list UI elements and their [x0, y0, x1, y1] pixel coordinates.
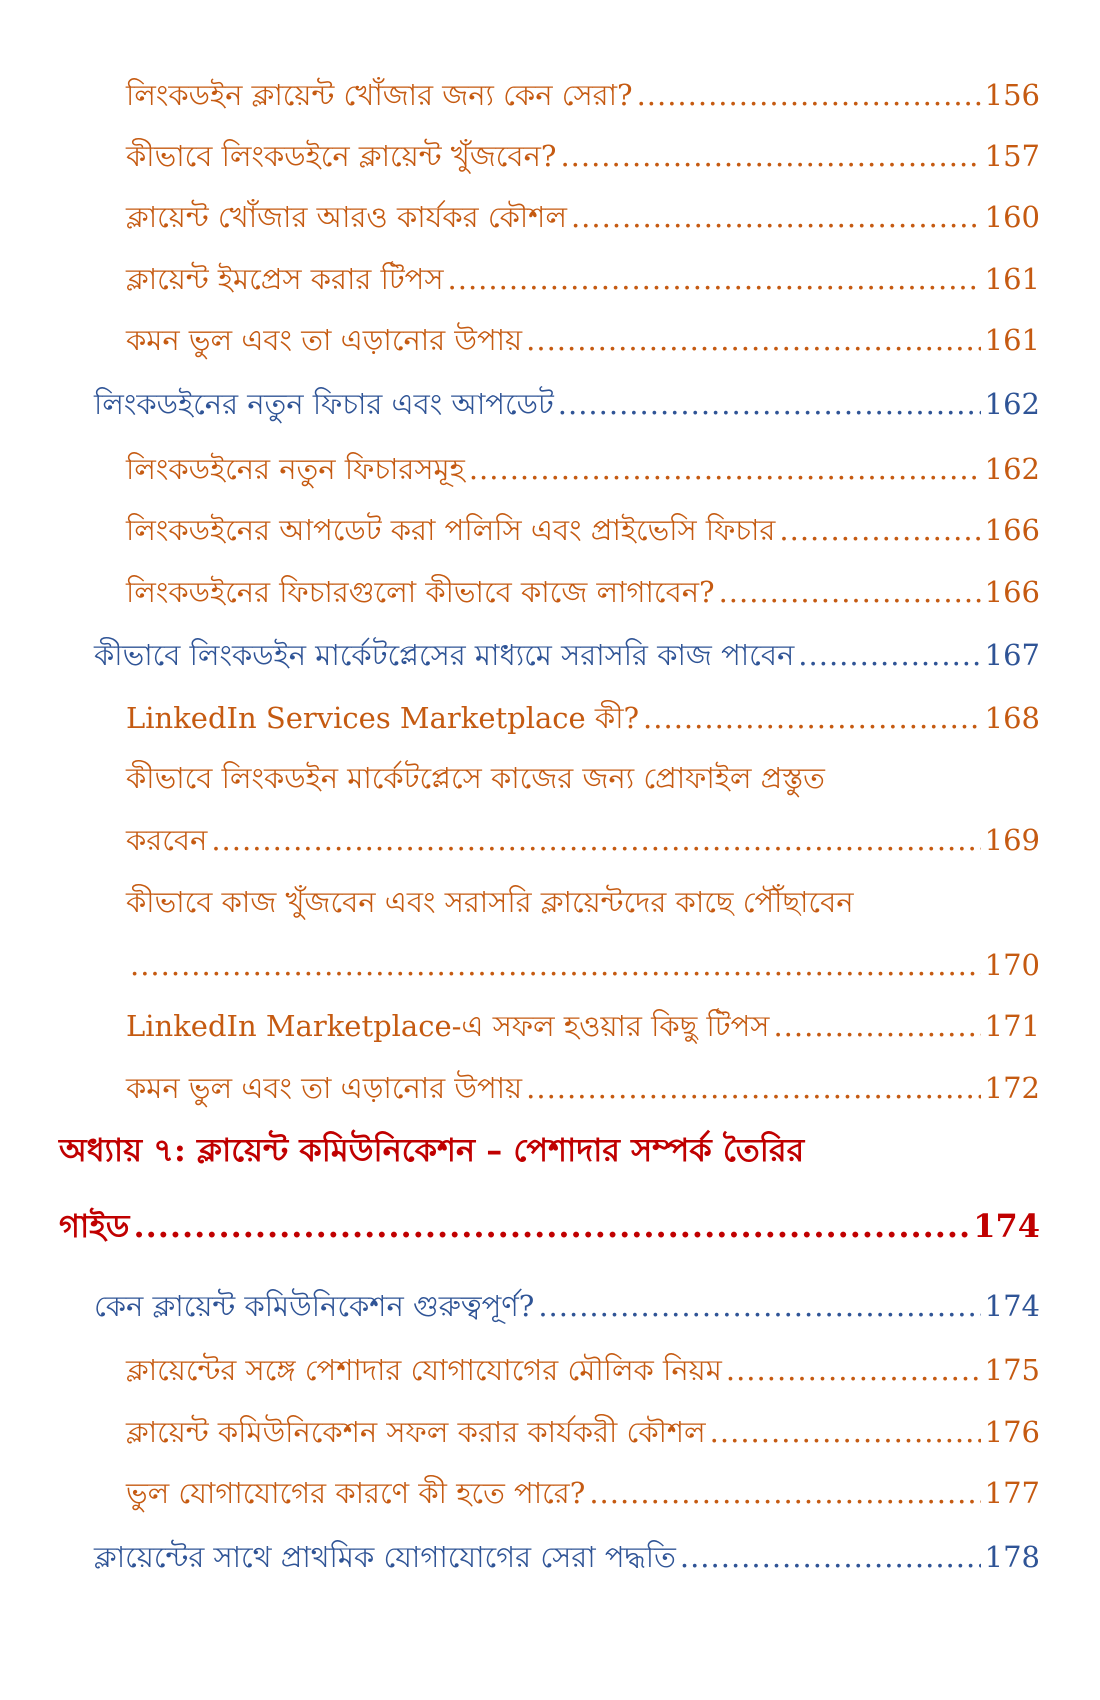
toc-entry[interactable]: ক্লায়েন্ট খোঁজার আরও কার্যকর কৌশল 160 [126, 197, 1040, 237]
page-number: 168 [984, 701, 1040, 735]
page-number: 166 [984, 575, 1040, 609]
page-number: 162 [984, 452, 1040, 486]
page-number: 160 [984, 200, 1040, 234]
toc-entry[interactable]: কীভাবে লিংকডইন মার্কেটপ্লেসের মাধ্যমে সর… [94, 635, 1040, 675]
toc-entry[interactable]: লিংকডইনের নতুন ফিচারসমূহ 162 [126, 449, 1040, 489]
dot-leader [710, 1412, 981, 1452]
entry-title: লিংকডইনের নতুন ফিচারসমূহ [126, 452, 465, 486]
toc-entry[interactable]: কীভাবে লিংকডইনে ক্লায়েন্ট খুঁজবেন? 157 [126, 136, 1040, 176]
toc-entry[interactable]: কেন ক্লায়েন্ট কমিউনিকেশন গুরুত্বপূর্ণ? 1… [94, 1286, 1040, 1326]
entry-title: কমন ভুল এবং তা এড়ানোর উপায় [126, 1071, 523, 1105]
page-number: 174 [973, 1207, 1040, 1245]
page-number: 161 [984, 323, 1040, 357]
dot-leader [469, 449, 981, 489]
entry-title-continued: গাইড [59, 1207, 130, 1245]
toc-entry[interactable]: ক্লায়েন্টের সঙ্গে পেশাদার যোগাযোগের মৌল… [126, 1350, 1040, 1390]
page-number: 167 [984, 638, 1040, 672]
entry-title: ক্লায়েন্ট কমিউনিকেশন সফল করার কার্যকরী … [126, 1415, 706, 1449]
page-number: 157 [984, 139, 1040, 173]
toc-entry-line[interactable]: কীভাবে কাজ খুঁজবেন এবং সরাসরি ক্লায়েন্ট… [126, 882, 1040, 922]
toc-entry[interactable]: ক্লায়েন্ট ইমপ্রেস করার টিপস 161 [126, 259, 1040, 299]
dot-leader [589, 1473, 980, 1513]
dot-leader [779, 510, 980, 550]
toc-entry-line[interactable]: গাইড 174 [59, 1206, 1040, 1246]
toc-entry[interactable]: লিংকডইন ক্লায়েন্ট খোঁজার জন্য কেন সেরা?… [126, 75, 1040, 115]
toc-entry-line[interactable]: অধ্যায় ৭: ক্লায়েন্ট কমিউনিকেশন – পেশাদ… [59, 1130, 1040, 1170]
dot-leader [538, 1286, 980, 1326]
entry-title: কীভাবে লিংকডইনে ক্লায়েন্ট খুঁজবেন? [126, 139, 557, 173]
entry-title: ভুল যোগাযোগের কারণে কী হতে পারে? [126, 1476, 586, 1510]
entry-title-continued: করবেন [126, 823, 208, 857]
page-number: 162 [984, 387, 1040, 421]
toc-entry[interactable]: ভুল যোগাযোগের কারণে কী হতে পারে? 177 [126, 1473, 1040, 1513]
dot-leader [726, 1350, 981, 1390]
toc-entry[interactable]: ক্লায়েন্টের সাথে প্রাথমিক যোগাযোগের সের… [94, 1537, 1040, 1577]
toc-entry[interactable]: ক্লায়েন্ট কমিউনিকেশন সফল করার কার্যকরী … [126, 1412, 1040, 1452]
entry-title: LinkedIn Services Marketplace কী? [126, 701, 640, 735]
dot-leader [719, 572, 981, 612]
page-number: 174 [984, 1289, 1040, 1323]
toc-entry-line[interactable]: 170 [126, 945, 1040, 985]
dot-leader [571, 197, 981, 237]
page-number: 175 [984, 1353, 1040, 1387]
page-number: 156 [984, 78, 1040, 112]
entry-title: কীভাবে লিংকডইন মার্কেটপ্লেসে কাজের জন্য … [126, 761, 825, 795]
page-number: 178 [984, 1540, 1040, 1574]
toc-entry[interactable]: লিংকডইনের নতুন ফিচার এবং আপডেট 162 [94, 384, 1040, 424]
entry-title: লিংকডইনের ফিচারগুলো কীভাবে কাজে লাগাবেন? [126, 575, 715, 609]
entry-title: LinkedIn Marketplace-এ সফল হওয়ার কিছু ট… [126, 1009, 770, 1043]
entry-title: কমন ভুল এবং তা এড়ানোর উপায় [126, 323, 523, 357]
dot-leader [130, 945, 981, 985]
dot-leader [680, 1537, 981, 1577]
page-number: 176 [984, 1415, 1040, 1449]
entry-title: লিংকডইন ক্লায়েন্ট খোঁজার জন্য কেন সেরা? [126, 78, 633, 112]
dot-leader [448, 259, 981, 299]
page-number: 161 [984, 262, 1040, 296]
dot-leader [526, 1068, 981, 1108]
page-number: 177 [984, 1476, 1040, 1510]
entry-title: কীভাবে কাজ খুঁজবেন এবং সরাসরি ক্লায়েন্ট… [126, 885, 854, 919]
dot-leader [643, 698, 981, 738]
dot-leader [526, 320, 981, 360]
entry-title: ক্লায়েন্টের সাথে প্রাথমিক যোগাযোগের সের… [94, 1540, 676, 1574]
entry-title: ক্লায়েন্ট খোঁজার আরও কার্যকর কৌশল [126, 200, 567, 234]
dot-leader [798, 635, 980, 675]
toc-entry[interactable]: LinkedIn Services Marketplace কী? 168 [126, 698, 1040, 738]
dot-leader [773, 1006, 980, 1046]
page-number: 169 [984, 823, 1040, 857]
entry-title: ক্লায়েন্ট ইমপ্রেস করার টিপস [126, 262, 444, 296]
entry-title: ক্লায়েন্টের সঙ্গে পেশাদার যোগাযোগের মৌল… [126, 1353, 722, 1387]
dot-leader [558, 384, 981, 424]
toc-entry[interactable]: লিংকডইনের ফিচারগুলো কীভাবে কাজে লাগাবেন?… [126, 572, 1040, 612]
entry-title: লিংকডইনের নতুন ফিচার এবং আপডেট [94, 387, 554, 421]
dot-leader [133, 1206, 969, 1246]
toc-entry-line[interactable]: করবেন 169 [126, 820, 1040, 860]
page-number: 170 [984, 948, 1040, 982]
entry-title: কেন ক্লায়েন্ট কমিউনিকেশন গুরুত্বপূর্ণ? [94, 1289, 535, 1323]
toc-entry[interactable]: কমন ভুল এবং তা এড়ানোর উপায় 161 [126, 320, 1040, 360]
toc-entry[interactable]: কমন ভুল এবং তা এড়ানোর উপায় 172 [126, 1068, 1040, 1108]
toc-entry-line[interactable]: কীভাবে লিংকডইন মার্কেটপ্লেসে কাজের জন্য … [126, 758, 1040, 798]
entry-title: অধ্যায় ৭: ক্লায়েন্ট কমিউনিকেশন – পেশাদ… [59, 1131, 805, 1169]
entry-title: কীভাবে লিংকডইন মার্কেটপ্লেসের মাধ্যমে সর… [94, 638, 795, 672]
toc-entry[interactable]: লিংকডইনের আপডেট করা পলিসি এবং প্রাইভেসি … [126, 510, 1040, 550]
page-number: 166 [984, 513, 1040, 547]
page-number: 172 [984, 1071, 1040, 1105]
toc-entry[interactable]: LinkedIn Marketplace-এ সফল হওয়ার কিছু ট… [126, 1006, 1040, 1046]
dot-leader [560, 136, 980, 176]
dot-leader [637, 75, 981, 115]
page-number: 171 [984, 1009, 1040, 1043]
dot-leader [211, 820, 980, 860]
entry-title: লিংকডইনের আপডেট করা পলিসি এবং প্রাইভেসি … [126, 513, 776, 547]
